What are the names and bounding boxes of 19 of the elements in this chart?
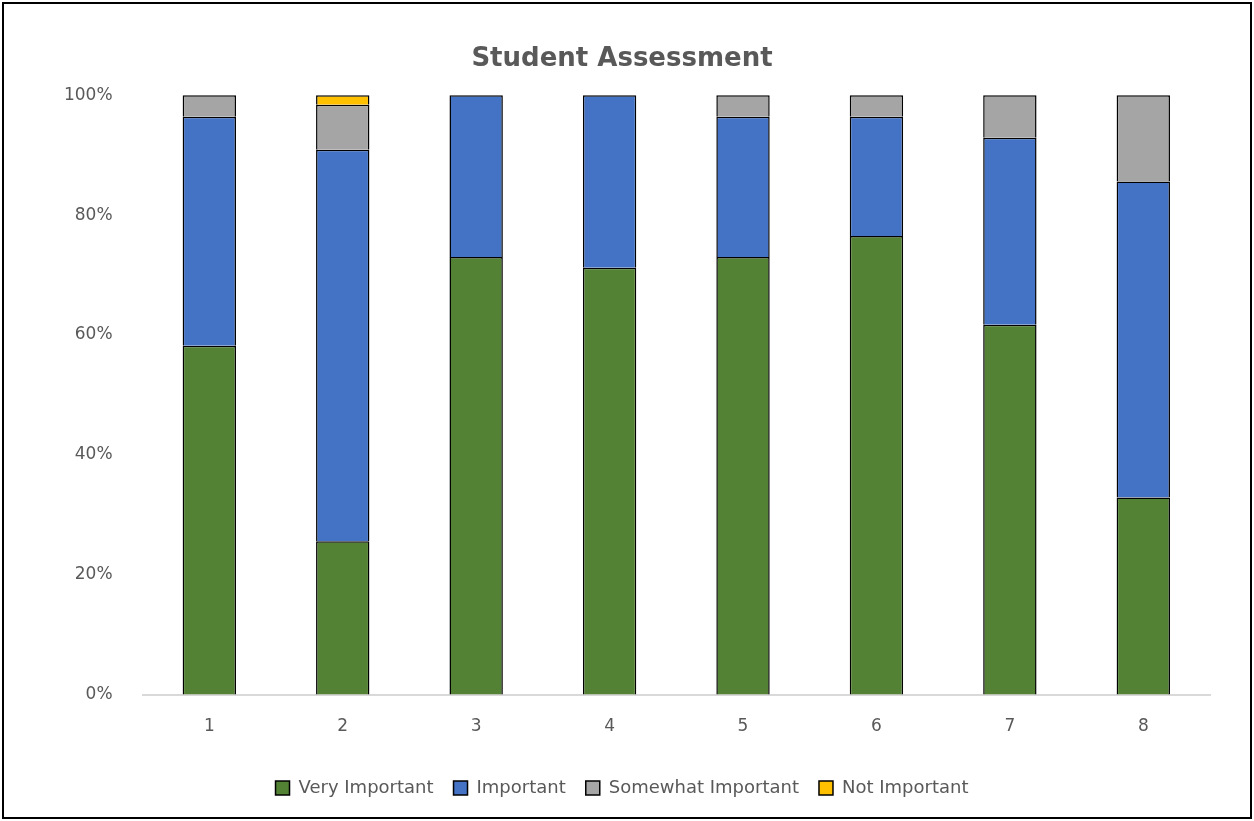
legend-label: Important xyxy=(476,775,566,797)
x-tick-label: 5 xyxy=(737,715,749,736)
y-tick-label: 80% xyxy=(74,203,113,224)
legend-label: Not Important xyxy=(841,775,969,797)
x-tick-label: 3 xyxy=(470,715,482,736)
x-tick-label: 2 xyxy=(337,715,349,736)
y-tick-label: 100% xyxy=(63,83,113,104)
x-tick-label: 4 xyxy=(604,715,615,736)
y-tick-label: 20% xyxy=(74,563,113,584)
x-tick-label: 1 xyxy=(203,715,215,736)
x-tick-label: 7 xyxy=(1004,715,1016,736)
legend-label: Very Important xyxy=(298,775,434,797)
x-tick-label: 8 xyxy=(1137,715,1149,736)
y-tick-label: 0% xyxy=(85,683,113,704)
y-tick-label: 40% xyxy=(74,443,113,464)
chart-title: Student Assessment xyxy=(471,42,773,73)
legend-label: Somewhat Important xyxy=(608,775,799,797)
x-tick-label: 6 xyxy=(871,715,882,736)
y-tick-label: 60% xyxy=(74,323,113,344)
